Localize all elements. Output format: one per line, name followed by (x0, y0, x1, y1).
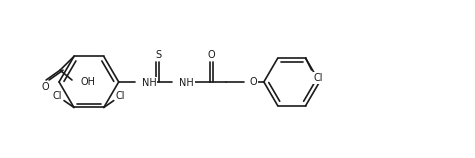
Text: Cl: Cl (314, 73, 323, 83)
Text: O: O (41, 82, 49, 92)
Text: OH: OH (81, 77, 96, 87)
Text: S: S (155, 50, 161, 60)
Text: O: O (250, 77, 257, 87)
Text: Cl: Cl (52, 91, 62, 101)
Text: Cl: Cl (116, 91, 125, 101)
Text: O: O (208, 50, 216, 60)
Text: NH: NH (142, 78, 156, 88)
Text: NH: NH (180, 78, 194, 88)
